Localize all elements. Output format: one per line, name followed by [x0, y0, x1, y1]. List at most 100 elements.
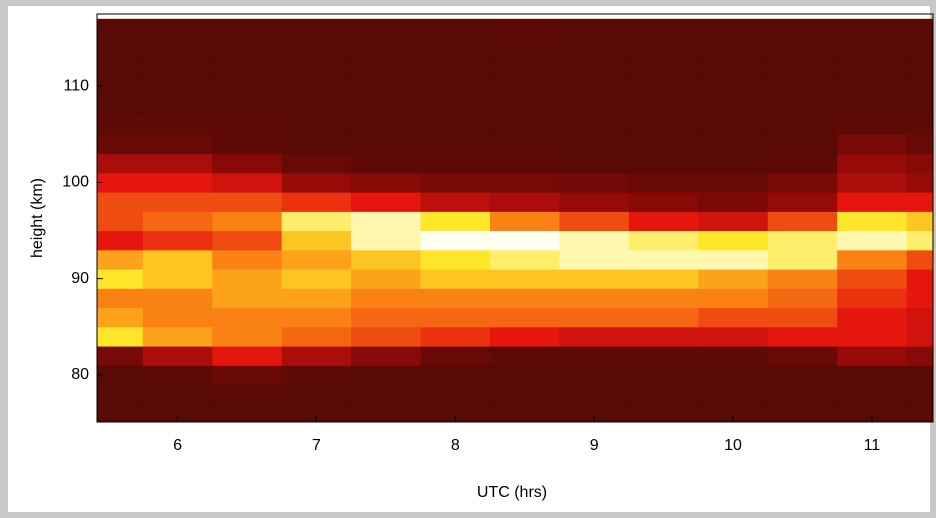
heatmap-cell — [97, 192, 144, 212]
heatmap-cell — [142, 211, 213, 232]
heatmap-cell — [837, 134, 908, 155]
heatmap-cell — [767, 307, 838, 328]
heatmap-cell — [628, 76, 699, 97]
heatmap-cell — [351, 230, 422, 251]
heatmap-cell — [837, 307, 908, 328]
heatmap-cell — [490, 365, 561, 386]
heatmap-cell — [351, 269, 422, 289]
heatmap-cell — [837, 192, 908, 212]
heatmap-cell — [628, 211, 699, 232]
heatmap-cell — [351, 345, 422, 366]
heatmap-cell — [906, 288, 933, 309]
y-axis-label: height (km) — [29, 178, 46, 258]
heatmap-cell — [837, 115, 908, 135]
heatmap-cell — [212, 230, 283, 251]
heatmap-cell — [97, 269, 144, 289]
heatmap-cell — [351, 18, 422, 39]
heatmap-cell — [837, 153, 908, 174]
heatmap-cell — [698, 326, 769, 347]
heatmap-cell — [490, 211, 561, 232]
heatmap-cell — [97, 345, 144, 366]
heatmap-cell — [906, 57, 933, 78]
heatmap-cell — [698, 288, 769, 309]
heatmap-cell — [628, 384, 699, 405]
heatmap-cell — [212, 249, 283, 270]
heatmap-cell — [281, 192, 352, 212]
heatmap-cell — [281, 153, 352, 174]
heatmap-cell — [420, 230, 491, 251]
heatmap-cell — [97, 172, 144, 193]
heatmap-cell — [767, 403, 838, 422]
x-tick-label: 9 — [590, 437, 599, 454]
heatmap-cell — [628, 345, 699, 366]
heatmap-cell — [97, 76, 144, 97]
heatmap-cell — [837, 269, 908, 289]
heatmap-cell — [212, 192, 283, 212]
heatmap-cell — [628, 230, 699, 251]
heatmap-cell — [420, 384, 491, 405]
heatmap-cell — [97, 307, 144, 328]
heatmap-cell — [906, 153, 933, 174]
heatmap-cell — [490, 115, 561, 135]
heatmap-cell — [351, 365, 422, 386]
heatmap-cell — [97, 365, 144, 386]
heatmap-cell — [906, 18, 933, 39]
heatmap-cell — [837, 230, 908, 251]
heatmap-cell — [559, 269, 630, 289]
heatmap-cell — [698, 76, 769, 97]
heatmap-cell — [281, 345, 352, 366]
y-tick-label: 110 — [63, 77, 89, 94]
heatmap-cell — [906, 134, 933, 155]
heatmap-cell — [628, 134, 699, 155]
heatmap-cell — [212, 403, 283, 422]
heatmap-cell — [628, 269, 699, 289]
heatmap-cell — [490, 403, 561, 422]
heatmap-cell — [420, 38, 491, 58]
heatmap-cell — [767, 345, 838, 366]
heatmap-cell — [281, 76, 352, 97]
heatmap-cell — [212, 269, 283, 289]
heatmap-cell — [628, 307, 699, 328]
heatmap-cell — [698, 18, 769, 39]
heatmap-cell — [142, 345, 213, 366]
heatmap-cell — [420, 403, 491, 422]
heatmap-cell — [142, 403, 213, 422]
heatmap-cell — [351, 38, 422, 58]
heatmap-cell — [628, 18, 699, 39]
heatmap-cell — [142, 172, 213, 193]
heatmap-cell — [420, 365, 491, 386]
heatmap-cell — [490, 192, 561, 212]
heatmap-cell — [212, 365, 283, 386]
heatmap-cell — [142, 365, 213, 386]
heatmap-cell — [559, 95, 630, 116]
heatmap-cell — [281, 57, 352, 78]
heatmap-cell — [698, 95, 769, 116]
heatmap-cell — [698, 134, 769, 155]
heatmap-cell — [212, 288, 283, 309]
heatmap-cell — [490, 345, 561, 366]
heatmap-cell — [212, 95, 283, 116]
y-tick-label: 100 — [62, 174, 89, 191]
heatmap-cell — [906, 249, 933, 270]
heatmap-cell — [559, 18, 630, 39]
heatmap-cell — [559, 76, 630, 97]
heatmap-cell — [906, 345, 933, 366]
heatmap-cell — [97, 115, 144, 135]
heatmap-cell — [767, 365, 838, 386]
heatmap-cell — [351, 326, 422, 347]
heatmap-cell — [628, 403, 699, 422]
heatmap-cell — [767, 18, 838, 39]
heatmap-cell — [142, 384, 213, 405]
heatmap-cell — [767, 384, 838, 405]
heatmap-cell — [906, 76, 933, 97]
heatmap-cell — [628, 365, 699, 386]
heatmap-cell — [281, 384, 352, 405]
heatmap-cell — [559, 192, 630, 212]
heatmap-cell — [142, 115, 213, 135]
heatmap-cell — [420, 76, 491, 97]
heatmap-cell — [351, 172, 422, 193]
heatmap-cell — [559, 307, 630, 328]
heatmap-cell — [837, 384, 908, 405]
heatmap-cell — [698, 211, 769, 232]
heatmap-cell — [767, 76, 838, 97]
